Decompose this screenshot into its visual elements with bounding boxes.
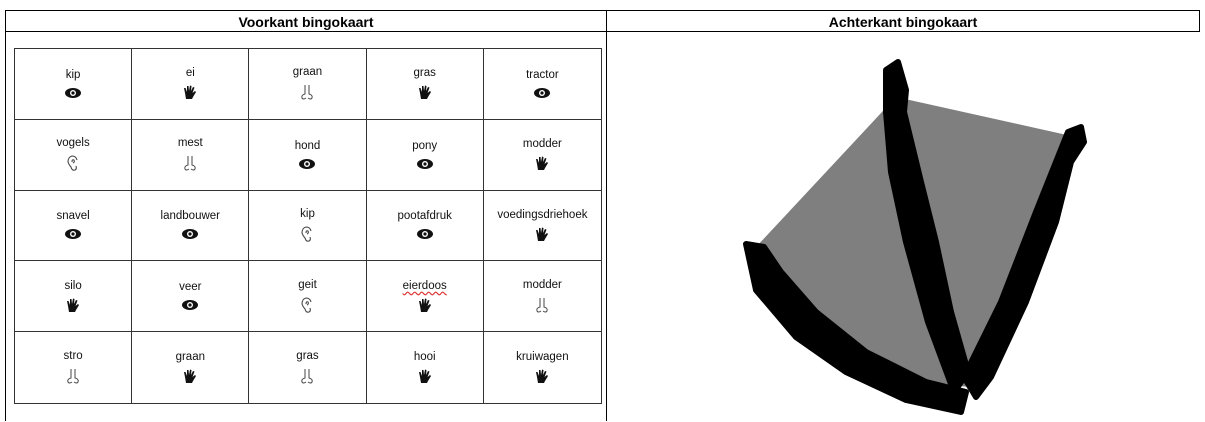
sense-icon — [65, 87, 82, 98]
cell-word: snavel — [56, 210, 90, 223]
sense-icon — [418, 85, 431, 100]
bingo-cell: kip — [15, 49, 133, 120]
cell-word: kruiwagen — [516, 351, 569, 364]
sense-icon — [301, 85, 314, 100]
sense-icon — [416, 158, 433, 169]
outer-table: Voorkant bingokaart Achterkant bingokaar… — [5, 10, 1200, 421]
sense-icon — [182, 229, 199, 240]
sense-icon — [301, 369, 314, 384]
bingo-grid: kip ei graan gras tractor vogels mest hond pony m… — [14, 48, 602, 404]
cell-word: stro — [63, 350, 83, 363]
sense-icon — [536, 156, 549, 171]
sense-icon — [416, 229, 433, 240]
bingo-cell: kip — [249, 190, 367, 262]
cell-word: gras — [413, 67, 436, 80]
cell-word: ei — [185, 67, 195, 80]
footprint — [743, 59, 1087, 415]
sense-icon — [299, 158, 316, 169]
sense-icon — [418, 369, 431, 384]
cell-word: mest — [177, 137, 203, 150]
bingo-cell: gras — [366, 49, 484, 120]
cell-word: modder — [522, 278, 562, 291]
front-header: Voorkant bingokaart — [5, 10, 607, 32]
bingo-cell: modder — [483, 261, 601, 333]
bingo-cell: geit — [249, 261, 367, 333]
sense-icon — [536, 369, 549, 384]
bingo-cell: eierdoos — [366, 261, 484, 333]
border — [5, 32, 6, 421]
cell-word: landbouwer — [160, 210, 221, 223]
sense-icon — [184, 156, 196, 171]
bingo-cell: hooi — [367, 332, 484, 403]
bingo-cell: pootafdruk — [366, 190, 484, 262]
sense-icon — [184, 369, 197, 384]
cell-word: graan — [292, 66, 323, 79]
sense-icon — [67, 155, 78, 171]
cell-word: veer — [179, 281, 202, 294]
sense-icon — [534, 87, 551, 98]
cell-word: eierdoos — [402, 279, 447, 292]
cell-word: kip — [300, 207, 315, 220]
cell-word: pony — [412, 139, 438, 152]
cell-word: silo — [64, 279, 82, 292]
sense-icon — [67, 369, 79, 384]
bingo-cell: tractor — [483, 49, 601, 120]
sense-icon — [301, 297, 313, 313]
bingo-cell: gras — [249, 332, 367, 403]
bingo-cell: modder — [483, 120, 601, 191]
sense-icon — [182, 300, 199, 311]
sense-icon — [418, 298, 431, 312]
sense-icon — [301, 226, 313, 242]
bingo-cell: vogels — [15, 119, 133, 191]
border — [606, 32, 607, 421]
sense-icon — [184, 85, 197, 100]
cell-word: vogels — [56, 137, 90, 150]
bingo-cell: landbouwer — [132, 190, 250, 262]
bingo-cell: ei — [132, 49, 250, 120]
sense-icon — [536, 297, 549, 313]
cell-word: graan — [175, 351, 205, 364]
bingo-cell: snavel — [15, 190, 133, 262]
cell-word: hond — [294, 139, 321, 152]
bingo-cell: silo — [15, 261, 133, 333]
cell-word: hooi — [413, 351, 436, 364]
bingo-cell: veer — [132, 261, 250, 333]
cell-word: pootafdruk — [397, 210, 452, 223]
bingo-cell: stro — [15, 332, 133, 403]
sense-icon — [536, 227, 549, 241]
bingo-cell: graan — [249, 49, 367, 120]
bingo-cell: pony — [366, 119, 484, 191]
back-header: Achterkant bingokaart — [606, 10, 1200, 32]
bingo-cell: kruiwagen — [484, 332, 601, 403]
cell-word: modder — [522, 138, 562, 151]
cell-word: kip — [65, 68, 81, 81]
sense-icon — [65, 229, 82, 240]
bingo-cell: graan — [132, 332, 250, 403]
sense-icon — [67, 298, 80, 312]
bingo-cell: mest — [132, 119, 250, 191]
cell-word: voedingsdriehoek — [497, 208, 588, 221]
bingo-cell: hond — [249, 119, 367, 191]
bingo-cell: voedingsdriehoek — [483, 191, 601, 262]
cell-word: geit — [298, 278, 317, 291]
cell-word: tractor — [526, 68, 559, 81]
cell-word: gras — [296, 350, 319, 363]
